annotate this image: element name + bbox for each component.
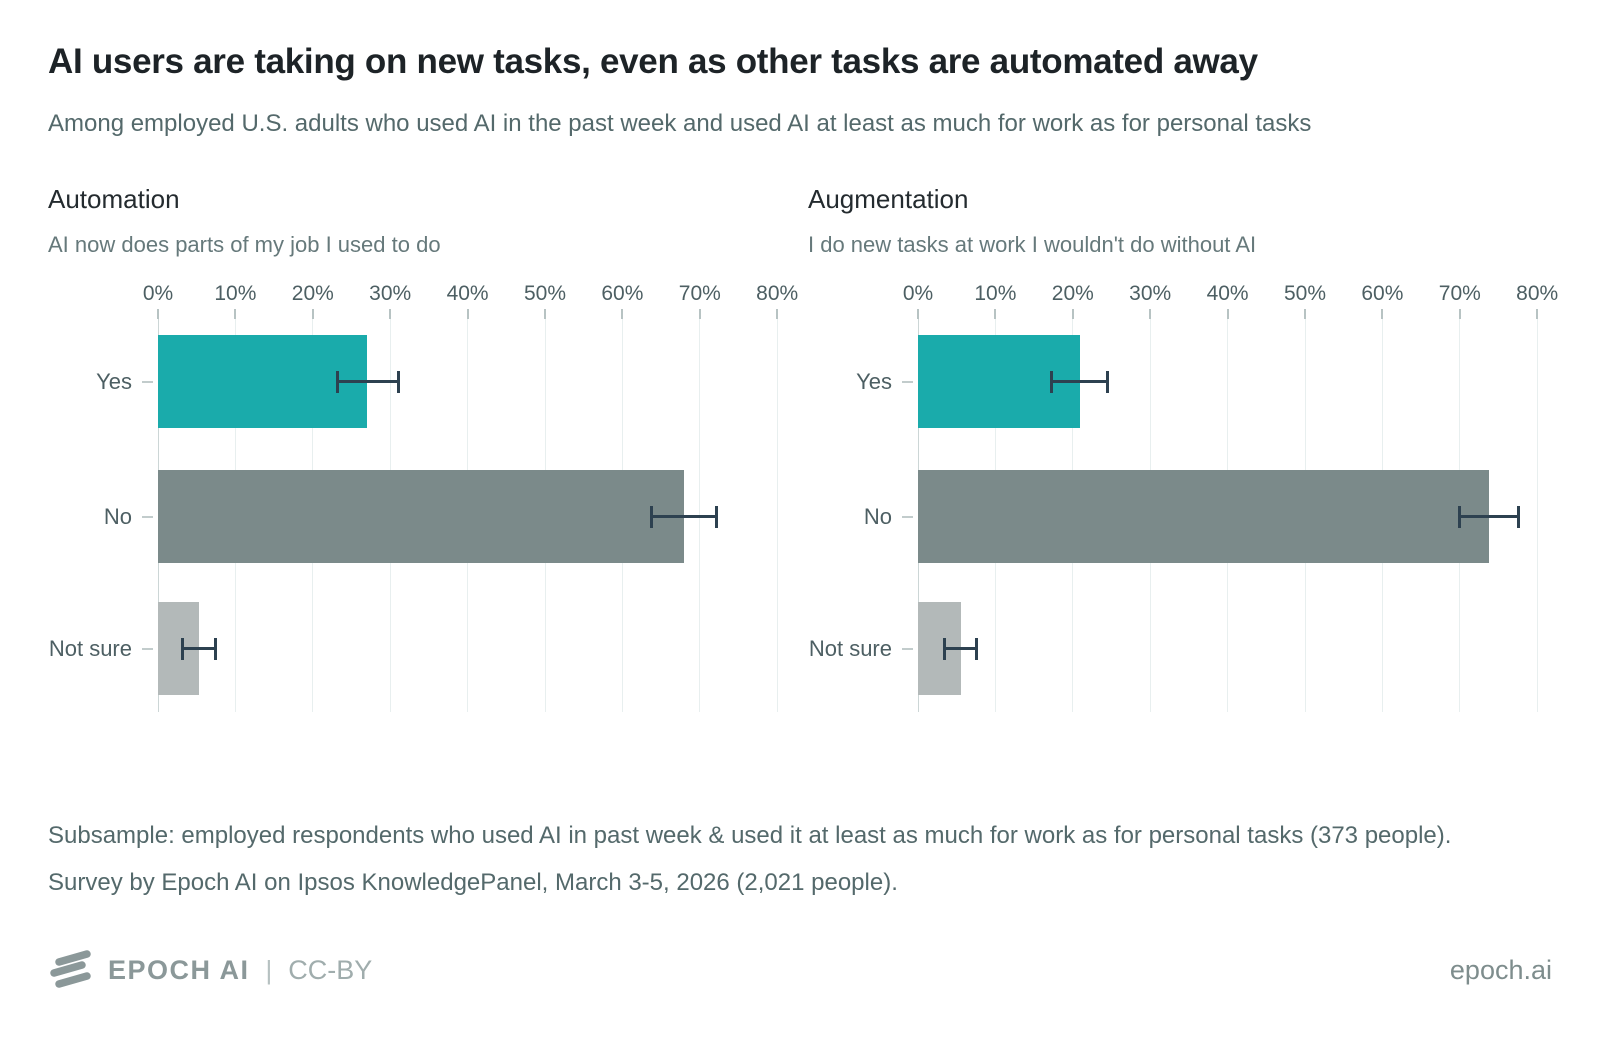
page-title: AI users are taking on new tasks, even a… <box>48 42 1258 81</box>
axis-tick <box>917 309 919 319</box>
error-bar-cap <box>336 370 340 393</box>
axis-tick-label: 30% <box>1129 282 1172 305</box>
error-bar-cap <box>1457 505 1461 528</box>
axis-tick-label: 50% <box>523 282 567 305</box>
axis-tick-label: 30% <box>369 282 412 305</box>
category-label-no: No <box>103 503 132 529</box>
error-bar-yes <box>337 380 399 383</box>
category-tick <box>902 647 913 650</box>
axis-tick-label: 40% <box>1206 282 1249 305</box>
error-bar-cap <box>975 637 979 660</box>
error-bar-cap <box>1050 370 1054 393</box>
error-bar-no <box>651 515 717 518</box>
gridline <box>1536 318 1538 712</box>
license-label: CC-BY <box>288 954 373 985</box>
error-bar-not-sure <box>182 647 216 650</box>
error-bar-cap <box>649 505 653 528</box>
category-label-not-sure: Not sure <box>808 635 892 661</box>
axis-tick-label: 0% <box>902 282 934 305</box>
augmentation-plot-area: 0% 10% 20% 30% 40% 50% 60% 70% 80% Yes No Not sure <box>808 282 1558 712</box>
charts-row: Automation AI now does parts of my job I… <box>48 184 1558 712</box>
axis-tick <box>1226 309 1229 319</box>
axis-tick <box>994 309 997 319</box>
axis-tick-label: 20% <box>1051 282 1094 305</box>
axis-tick <box>1149 309 1152 319</box>
category-tick <box>142 647 153 650</box>
axis-tick <box>1458 309 1461 319</box>
axis-tick <box>621 309 624 319</box>
error-bar-not-sure <box>944 647 977 650</box>
bar-yes <box>158 335 367 428</box>
axis-tick-label: 0% <box>142 282 174 305</box>
category-label-not-sure: Not sure <box>48 635 132 661</box>
axis-tick <box>776 309 779 319</box>
axis-tick-label: 50% <box>1283 282 1327 305</box>
error-bar-cap <box>1106 370 1110 393</box>
axis-tick <box>157 309 159 319</box>
axis-tick-label: 10% <box>974 282 1017 305</box>
brand-left: EPOCH AI | CC-BY <box>48 949 372 991</box>
category-label-yes: Yes <box>856 368 892 394</box>
chart-title-augmentation: Augmentation <box>808 184 969 214</box>
category-tick <box>902 515 913 518</box>
category-label-no: No <box>863 503 892 529</box>
augmentation-chart-panel: Augmentation I do new tasks at work I wo… <box>808 184 1558 712</box>
bar-no <box>918 470 1490 563</box>
error-bar-cap <box>213 637 217 660</box>
error-bar-cap <box>714 505 718 528</box>
axis-tick <box>311 309 314 319</box>
gridline <box>776 318 778 712</box>
error-bar-no <box>1459 515 1519 518</box>
axis-tick-label: 80% <box>756 282 799 305</box>
epoch-ai-logo-icon <box>50 950 91 988</box>
bar-no <box>158 470 685 563</box>
axis-tick <box>466 309 469 319</box>
axis-tick-label: 10% <box>214 282 257 305</box>
error-bar-yes <box>1051 380 1108 383</box>
axis-tick <box>1304 309 1306 319</box>
category-tick <box>902 380 913 383</box>
axis-tick-label: 60% <box>1361 282 1404 305</box>
axis-tick <box>1381 309 1384 319</box>
axis-tick-label: 70% <box>678 282 721 305</box>
axis-tick-label: 70% <box>1438 282 1481 305</box>
error-bar-cap <box>397 370 401 393</box>
source-note: Subsample: employed respondents who used… <box>48 822 1452 896</box>
axis-tick <box>698 309 701 319</box>
brand-divider: | <box>265 954 273 985</box>
axis-tick <box>1071 309 1074 319</box>
axis-tick <box>234 309 237 319</box>
axis-tick <box>389 309 392 319</box>
brand-name: EPOCH AI <box>108 954 250 985</box>
axis-tick-label: 20% <box>291 282 334 305</box>
chart-title-automation: Automation <box>48 184 180 214</box>
category-tick <box>142 380 153 383</box>
axis-tick-label: 60% <box>601 282 644 305</box>
category-tick <box>142 515 153 518</box>
category-label-yes: Yes <box>96 368 132 394</box>
chart-subtitle-automation: AI now does parts of my job I used to do <box>48 232 441 257</box>
error-bar-cap <box>181 637 185 660</box>
website-link[interactable]: epoch.ai <box>1449 954 1552 985</box>
error-bar-cap <box>942 637 946 660</box>
axis-tick-label: 40% <box>446 282 489 305</box>
chart-subtitle-augmentation: I do new tasks at work I wouldn't do wit… <box>808 232 1257 257</box>
error-bar-cap <box>1517 505 1521 528</box>
axis-tick-label: 80% <box>1516 282 1559 305</box>
axis-tick <box>544 309 546 319</box>
automation-chart-panel: Automation AI now does parts of my job I… <box>48 184 798 712</box>
brand-row: EPOCH AI | CC-BY epoch.ai <box>48 944 1552 996</box>
page-subtitle: Among employed U.S. adults who used AI i… <box>48 110 1312 137</box>
axis-tick <box>1536 309 1539 319</box>
automation-plot-area: 0% 10% 20% 30% 40% 50% 60% 70% 80% Yes No Not sure <box>48 282 798 712</box>
